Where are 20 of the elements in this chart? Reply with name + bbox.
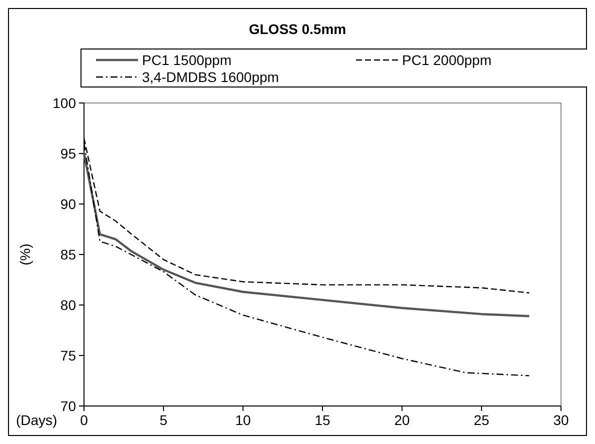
x-tick-label: 5: [160, 412, 168, 428]
y-axis-title: (%): [17, 244, 33, 266]
y-tick-label: 90: [60, 196, 76, 212]
y-tick-label: 100: [52, 95, 76, 111]
x-tick-label: 25: [474, 412, 490, 428]
y-tick-label: 95: [60, 146, 76, 162]
y-tick-label: 75: [60, 348, 76, 364]
x-tick-label: 15: [314, 412, 330, 428]
x-tick-label: 10: [235, 412, 251, 428]
x-tick-label: 0: [80, 412, 88, 428]
y-tick-label: 85: [60, 246, 76, 262]
x-tick-label: 30: [553, 412, 569, 428]
legend-label: 3,4-DMDBS 1600ppm: [142, 69, 279, 85]
legend-label: PC1 2000ppm: [402, 52, 492, 68]
x-axis-title: (Days): [16, 412, 58, 428]
x-tick-label: 20: [394, 412, 410, 428]
legend-label: PC1 1500ppm: [142, 52, 232, 68]
chart-title: GLOSS 0.5mm: [248, 21, 346, 37]
y-tick-label: 70: [60, 398, 76, 414]
y-tick-label: 80: [60, 297, 76, 313]
